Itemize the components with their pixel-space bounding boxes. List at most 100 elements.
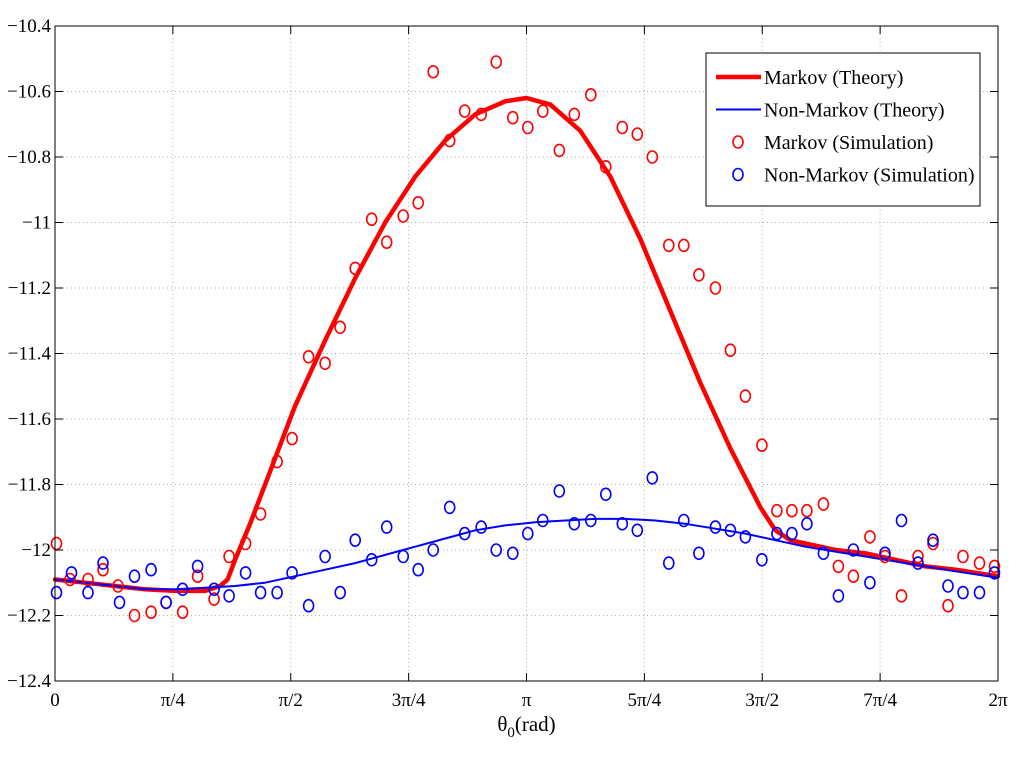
series-point-3	[832, 589, 845, 603]
series-point-2	[365, 212, 378, 226]
legend-swatch-2	[732, 135, 744, 149]
series-point-2	[319, 356, 331, 371]
series-point-2	[521, 120, 534, 135]
legend-label-2: Markov (Simulation)	[764, 132, 933, 154]
series-point-3	[677, 513, 690, 528]
series-point-2	[646, 150, 659, 164]
series-point-2	[176, 605, 189, 620]
series-point-2	[145, 605, 157, 620]
series-point-3	[739, 530, 752, 544]
series-point-3	[912, 556, 924, 570]
series-point-3	[443, 500, 456, 515]
series-point-2	[988, 559, 1001, 574]
y-tick-label: −11	[22, 213, 51, 234]
series-point-2	[506, 110, 519, 125]
series-point-2	[490, 55, 503, 69]
series-point-2	[771, 503, 783, 518]
series-point-2	[957, 549, 969, 564]
series-point-2	[616, 120, 629, 135]
series-point-3	[988, 566, 1001, 580]
series-point-3	[568, 516, 581, 531]
x-tick-label: 3π/4	[392, 690, 426, 711]
series-point-2	[756, 438, 768, 453]
series-point-3	[942, 579, 954, 593]
series-point-3	[662, 556, 675, 570]
series-point-3	[536, 513, 549, 528]
series-point-2	[208, 592, 220, 606]
series-point-3	[847, 543, 860, 557]
series-point-2	[286, 431, 298, 446]
series-point-2	[64, 572, 76, 587]
y-tick-label: −12.4	[7, 671, 51, 692]
series-point-3	[756, 552, 768, 567]
x-axis-label-main: θ	[497, 712, 507, 736]
series-point-3	[254, 585, 267, 600]
series-point-2	[380, 235, 393, 249]
series-point-2	[128, 608, 141, 623]
series-point-2	[553, 143, 566, 158]
series-point-2	[191, 569, 204, 584]
series-point-3	[475, 520, 488, 534]
x-tick-label: 5π/4	[627, 690, 661, 711]
series-point-3	[724, 523, 737, 538]
series-point-2	[677, 238, 690, 253]
x-axis-label: θ0(rad)	[497, 712, 555, 741]
series-point-2	[568, 107, 581, 122]
series-point-2	[864, 530, 876, 544]
series-point-3	[334, 585, 347, 600]
series-point-3	[113, 595, 126, 610]
series-point-3	[82, 585, 94, 600]
series-point-2	[397, 209, 410, 223]
series-point-2	[739, 389, 752, 403]
series-point-3	[365, 552, 378, 567]
y-tick-label: −11.6	[8, 409, 51, 430]
x-tick-label: π/2	[279, 690, 303, 711]
y-tick-label: −10.6	[7, 82, 51, 103]
x-axis-label-subscript: 0	[507, 725, 515, 741]
legend-label-1: Non-Markov (Theory)	[764, 100, 945, 122]
series-point-3	[427, 543, 440, 557]
y-tick-label: −11.4	[8, 344, 52, 365]
x-tick-label: 3π/2	[745, 690, 779, 711]
series-point-3	[646, 471, 659, 485]
series-point-3	[616, 516, 629, 531]
series-point-3	[927, 533, 939, 548]
series-point-2	[82, 572, 94, 587]
x-tick-label: 2π	[988, 690, 1008, 711]
series-point-3	[191, 559, 204, 574]
series-point-2	[631, 127, 644, 141]
series-point-3	[584, 513, 597, 528]
series-point-3	[176, 582, 189, 597]
series-point-3	[349, 533, 362, 548]
series-point-3	[521, 526, 534, 541]
axis-ticks	[54, 25, 999, 682]
series-point-2	[584, 88, 597, 102]
legend-label-3: Non-Markov (Simulation)	[764, 165, 975, 187]
series-point-2	[709, 281, 722, 295]
series-point-3	[223, 589, 235, 603]
series-point-3	[506, 546, 519, 561]
series-point-2	[912, 549, 924, 564]
y-tick-label: −11.8	[8, 475, 51, 496]
series-point-3	[709, 520, 722, 534]
y-tick-label: −12	[21, 540, 51, 561]
series-point-2	[724, 343, 737, 358]
series-point-2	[97, 562, 109, 577]
legend-swatch-3	[732, 167, 744, 182]
series-point-3	[864, 575, 876, 590]
series-point-3	[160, 595, 172, 610]
series-point-2	[693, 268, 705, 282]
series-point-3	[128, 569, 141, 584]
x-axis-label-unit: (rad)	[515, 712, 556, 736]
series-point-3	[490, 543, 503, 557]
tick-labels: 0 π/4 π/2 3π/4 π 5π/4 3π/2 7π/4 2π −10.4 −10.6 −10.…	[7, 16, 1008, 711]
series-point-2	[847, 569, 860, 584]
series-point-3	[397, 549, 410, 564]
series-point-3	[50, 585, 63, 600]
series-point-3	[271, 585, 283, 600]
series-point-2	[599, 160, 612, 174]
series-point-3	[412, 562, 425, 577]
series-point-2	[271, 454, 283, 469]
y-tick-label: −10.4	[7, 16, 51, 37]
series-point-2	[895, 589, 908, 603]
